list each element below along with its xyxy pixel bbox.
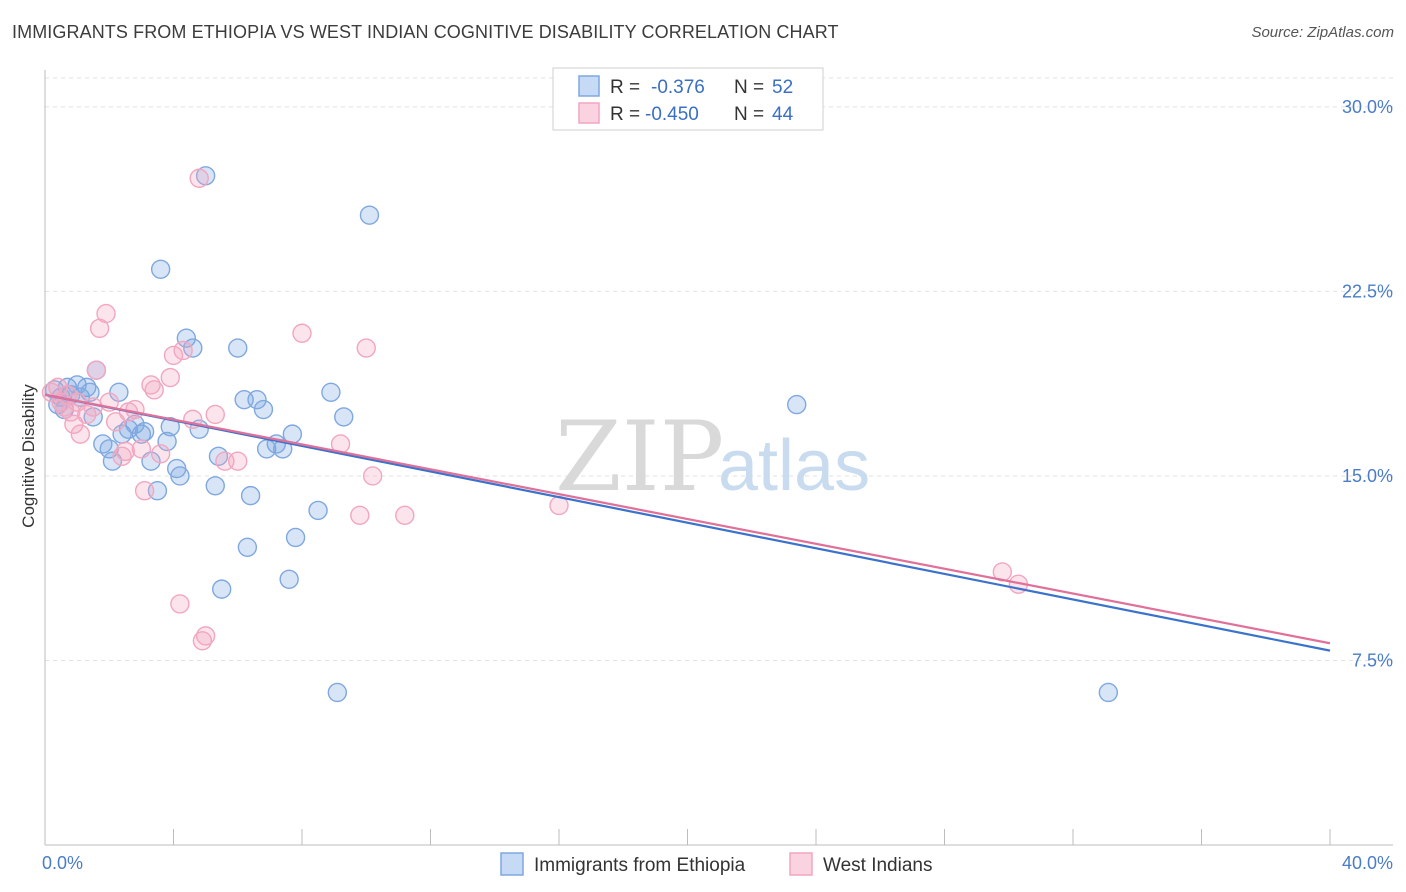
data-point [350, 505, 370, 526]
data-point [83, 397, 103, 417]
legend-swatch-ethiopia [578, 75, 600, 97]
axes [44, 70, 1393, 846]
data-point [334, 407, 354, 427]
data-point [308, 500, 328, 521]
data-point [327, 682, 348, 703]
series-swatch-ethiopia [500, 852, 524, 876]
data-point [189, 168, 209, 188]
data-point [173, 340, 193, 361]
series-swatch-west-indians [789, 852, 813, 876]
series-label-west-indians: West Indians [823, 855, 932, 876]
legend-n-label-1: N = [734, 77, 764, 98]
y-tick-label: 30.0% [1342, 97, 1393, 117]
data-point [160, 367, 180, 388]
data-point [131, 424, 152, 444]
data-point [211, 579, 232, 599]
data-point [134, 481, 155, 501]
data-point [150, 259, 171, 279]
data-point [125, 414, 145, 434]
trend-line [44, 393, 1331, 652]
data-point [195, 626, 216, 646]
data-point [321, 382, 341, 403]
trend-line [44, 393, 1331, 645]
data-point [170, 466, 190, 486]
x-tick-label: 40.0% [1342, 853, 1393, 873]
data-point [285, 527, 306, 548]
y-tick-labels: 7.5% 15.0% 22.5% 30.0% [1342, 97, 1393, 671]
data-point [105, 412, 126, 432]
data-point [395, 505, 415, 526]
data-point [160, 417, 180, 437]
chart-title: IMMIGRANTS FROM ETHIOPIA VS WEST INDIAN … [12, 22, 839, 42]
data-point [1098, 682, 1119, 703]
data-point [134, 421, 155, 442]
data-point [80, 382, 100, 403]
data-point [131, 439, 152, 459]
watermark-atlas: atlas [718, 426, 870, 506]
legend-r-label-2: R = [610, 104, 640, 125]
data-point [356, 338, 376, 358]
series-label-ethiopia: Immigrants from Ethiopia [534, 855, 746, 876]
data-point [359, 205, 380, 225]
x-tick-labels: 0.0% 40.0% [42, 853, 1393, 873]
y-tick-label: 22.5% [1342, 281, 1393, 301]
series-legend: Immigrants from Ethiopia West Indians [500, 852, 932, 876]
data-point [150, 444, 171, 464]
legend-r-value-1: -0.376 [651, 77, 705, 98]
data-point [144, 380, 164, 400]
data-point [96, 303, 116, 324]
data-point [247, 389, 267, 410]
legend-n-value-1: 52 [772, 77, 793, 98]
trend-lines [44, 393, 1331, 652]
data-point [787, 394, 807, 415]
y-tick-label: 7.5% [1352, 650, 1393, 670]
legend-swatch-west-indians [578, 102, 600, 124]
chart-source: Source: ZipAtlas.com [1251, 24, 1394, 41]
data-point [279, 569, 299, 589]
data-point [362, 466, 383, 486]
y-axis-label: Cognitive Disability [19, 384, 38, 528]
data-point [228, 451, 248, 471]
grid-lines [45, 77, 1393, 661]
data-point [102, 451, 123, 471]
data-point [205, 404, 225, 425]
data-point [115, 441, 136, 462]
data-point [157, 431, 177, 452]
data-points [41, 166, 1119, 703]
data-point [64, 414, 84, 434]
y-tick-label: 15.0% [1342, 466, 1393, 486]
data-point [163, 345, 184, 366]
data-point [77, 404, 97, 425]
data-point [70, 424, 91, 444]
legend-n-label-2: N = [734, 104, 764, 125]
data-point [228, 338, 248, 358]
data-point [86, 360, 107, 380]
data-point [292, 323, 312, 343]
legend-r-value-2: -0.450 [645, 104, 699, 125]
data-point [60, 402, 81, 422]
data-point [237, 537, 258, 558]
data-point [125, 399, 145, 420]
data-point [205, 476, 225, 496]
data-point [240, 485, 261, 506]
x-tick-label: 0.0% [42, 853, 83, 873]
data-point [176, 328, 197, 348]
stats-legend: R = -0.376 N = 52 R = -0.450 N = 44 [552, 67, 824, 131]
legend-n-value-2: 44 [772, 104, 794, 125]
watermark-zip: ZIP [555, 401, 724, 513]
legend-r-label-1: R = [610, 77, 640, 98]
data-point [170, 594, 190, 614]
data-point [253, 399, 274, 420]
